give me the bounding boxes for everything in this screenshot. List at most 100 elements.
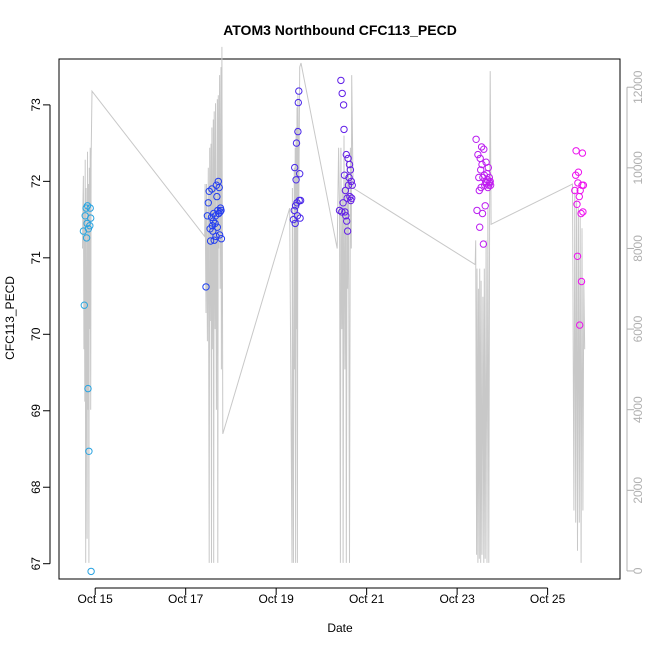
data-point (291, 219, 299, 228)
data-point (340, 125, 348, 134)
data-point (573, 252, 582, 260)
data-point (213, 223, 222, 231)
y-tick-label: 68 (29, 480, 43, 494)
data-point (481, 202, 489, 210)
x-axis-label: Date (327, 621, 353, 635)
data-points-group (79, 76, 588, 576)
data-point (576, 321, 584, 329)
data-point (340, 171, 349, 179)
data-point (289, 215, 298, 224)
data-point (579, 181, 588, 189)
altitude-line (82, 46, 586, 563)
y2-tick-label: 4000 (631, 396, 645, 423)
data-point (86, 222, 94, 230)
data-point (292, 176, 300, 184)
x-tick-label: Oct 25 (530, 592, 566, 606)
data-point (294, 127, 302, 136)
data-point (80, 301, 89, 309)
x-tick-label: Oct 23 (439, 592, 475, 606)
data-point (85, 447, 93, 455)
data-point (202, 283, 210, 291)
data-point (343, 217, 351, 225)
x-tick-label: Oct 21 (349, 592, 385, 606)
data-point (343, 227, 352, 235)
data-point (576, 186, 584, 195)
data-point (571, 186, 579, 195)
data-point (86, 204, 94, 212)
y-tick-label: 70 (29, 327, 43, 341)
altitude-line-group (82, 46, 586, 563)
data-point (204, 199, 213, 207)
data-point (472, 135, 480, 144)
data-point (346, 166, 355, 174)
data-point (338, 208, 346, 216)
data-point (574, 168, 583, 176)
y-axis-left: 67 68 69 70 71 72 73 (29, 98, 51, 571)
data-point (211, 219, 219, 228)
data-point (87, 214, 95, 222)
data-point (484, 163, 492, 172)
data-point (485, 173, 493, 182)
data-point (342, 212, 350, 220)
data-point (337, 76, 345, 85)
data-point (348, 194, 356, 202)
chart-title: ATOM3 Northbound CFC113_PECD (223, 22, 457, 38)
data-point (348, 181, 356, 189)
data-point (478, 209, 487, 218)
data-point (338, 89, 346, 98)
data-point (209, 227, 217, 235)
y-tick-label: 67 (29, 557, 43, 571)
y2-tick-label: 0 (631, 567, 645, 574)
data-point (345, 160, 354, 169)
data-point (217, 235, 226, 243)
data-point (473, 206, 481, 215)
data-point (290, 206, 298, 215)
data-point (294, 98, 302, 107)
data-point (215, 231, 224, 239)
data-point (215, 183, 223, 192)
x-axis: Oct 15 Oct 17 Oct 19 Oct 21 Oct 23 Oct 25 (78, 587, 566, 606)
data-point (341, 208, 349, 216)
y-axis-label: CFC113_PECD (3, 276, 17, 360)
data-point (296, 214, 304, 222)
data-point (477, 143, 486, 151)
data-point (577, 209, 585, 218)
data-point (572, 147, 580, 155)
data-point (87, 567, 95, 576)
data-point (474, 150, 482, 159)
data-point (486, 181, 495, 189)
x-tick-label: Oct 19 (258, 592, 294, 606)
data-point (216, 208, 224, 216)
data-point (210, 236, 218, 244)
y-tick-label: 71 (29, 251, 43, 265)
data-point (207, 213, 216, 222)
data-point (296, 170, 304, 178)
data-point (575, 192, 583, 201)
x-tick-label: Oct 17 (168, 592, 204, 606)
data-point (342, 150, 350, 159)
data-point (339, 199, 347, 207)
data-point (478, 160, 486, 169)
data-point (341, 186, 350, 195)
y-tick-label: 69 (29, 404, 43, 418)
data-point (296, 196, 305, 205)
y-axis-right: 0 2000 4000 6000 8000 10000 12000 (626, 70, 645, 574)
data-point (213, 192, 221, 201)
data-point (347, 177, 355, 186)
data-point (346, 192, 354, 201)
data-point (82, 234, 91, 242)
plot-frame (58, 58, 621, 580)
data-point (206, 237, 215, 245)
data-point (345, 173, 353, 182)
y2-tick-label: 8000 (631, 235, 645, 262)
data-point (291, 163, 299, 172)
data-point (476, 223, 484, 231)
y-tick-label: 72 (29, 174, 43, 188)
data-point (217, 206, 225, 215)
data-point (486, 177, 494, 186)
x-tick-label: Oct 15 (78, 592, 114, 606)
data-point (293, 199, 301, 207)
data-point (578, 149, 587, 157)
data-point (84, 384, 92, 393)
